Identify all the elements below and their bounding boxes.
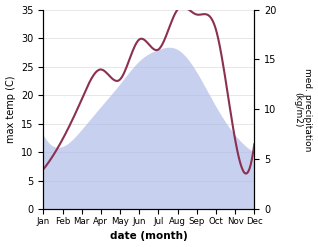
X-axis label: date (month): date (month) [110,231,188,242]
Y-axis label: med. precipitation
(kg/m2): med. precipitation (kg/m2) [293,68,313,151]
Y-axis label: max temp (C): max temp (C) [5,76,16,143]
